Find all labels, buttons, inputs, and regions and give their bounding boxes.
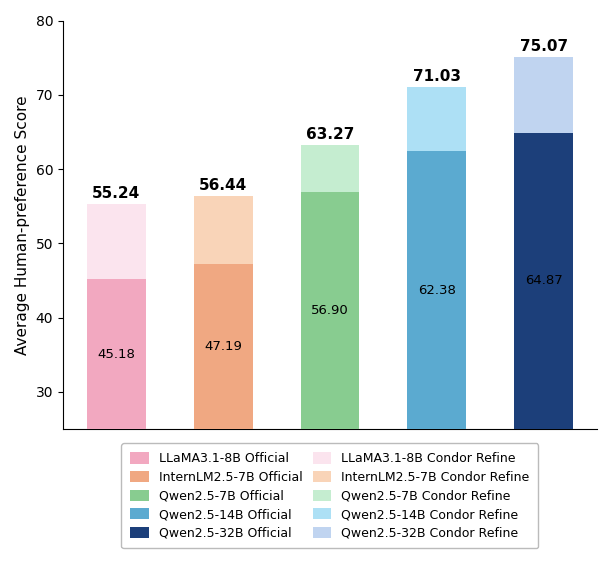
Bar — [300, 192, 359, 429]
Text: 56.44: 56.44 — [199, 178, 247, 192]
Bar — [87, 204, 146, 429]
Text: 75.07: 75.07 — [520, 39, 568, 54]
Bar — [87, 279, 146, 429]
Text: 45.18: 45.18 — [97, 347, 135, 360]
Text: 56.90: 56.90 — [311, 304, 349, 317]
Bar — [514, 57, 573, 429]
Text: 63.27: 63.27 — [306, 127, 354, 142]
Bar — [194, 196, 253, 429]
Y-axis label: Average Human-preference Score: Average Human-preference Score — [15, 95, 30, 355]
Text: 62.38: 62.38 — [418, 284, 456, 297]
Legend: LLaMA3.1-8B Official, InternLM2.5-7B Official, Qwen2.5-7B Official, Qwen2.5-14B : LLaMA3.1-8B Official, InternLM2.5-7B Off… — [121, 443, 539, 548]
Bar — [514, 133, 573, 429]
Bar — [194, 264, 253, 429]
Text: 64.87: 64.87 — [524, 275, 562, 288]
Bar — [408, 87, 466, 429]
Bar — [300, 145, 359, 429]
Text: 55.24: 55.24 — [92, 187, 140, 201]
Text: 47.19: 47.19 — [204, 340, 242, 353]
Bar — [408, 151, 466, 429]
Text: 71.03: 71.03 — [412, 69, 461, 84]
